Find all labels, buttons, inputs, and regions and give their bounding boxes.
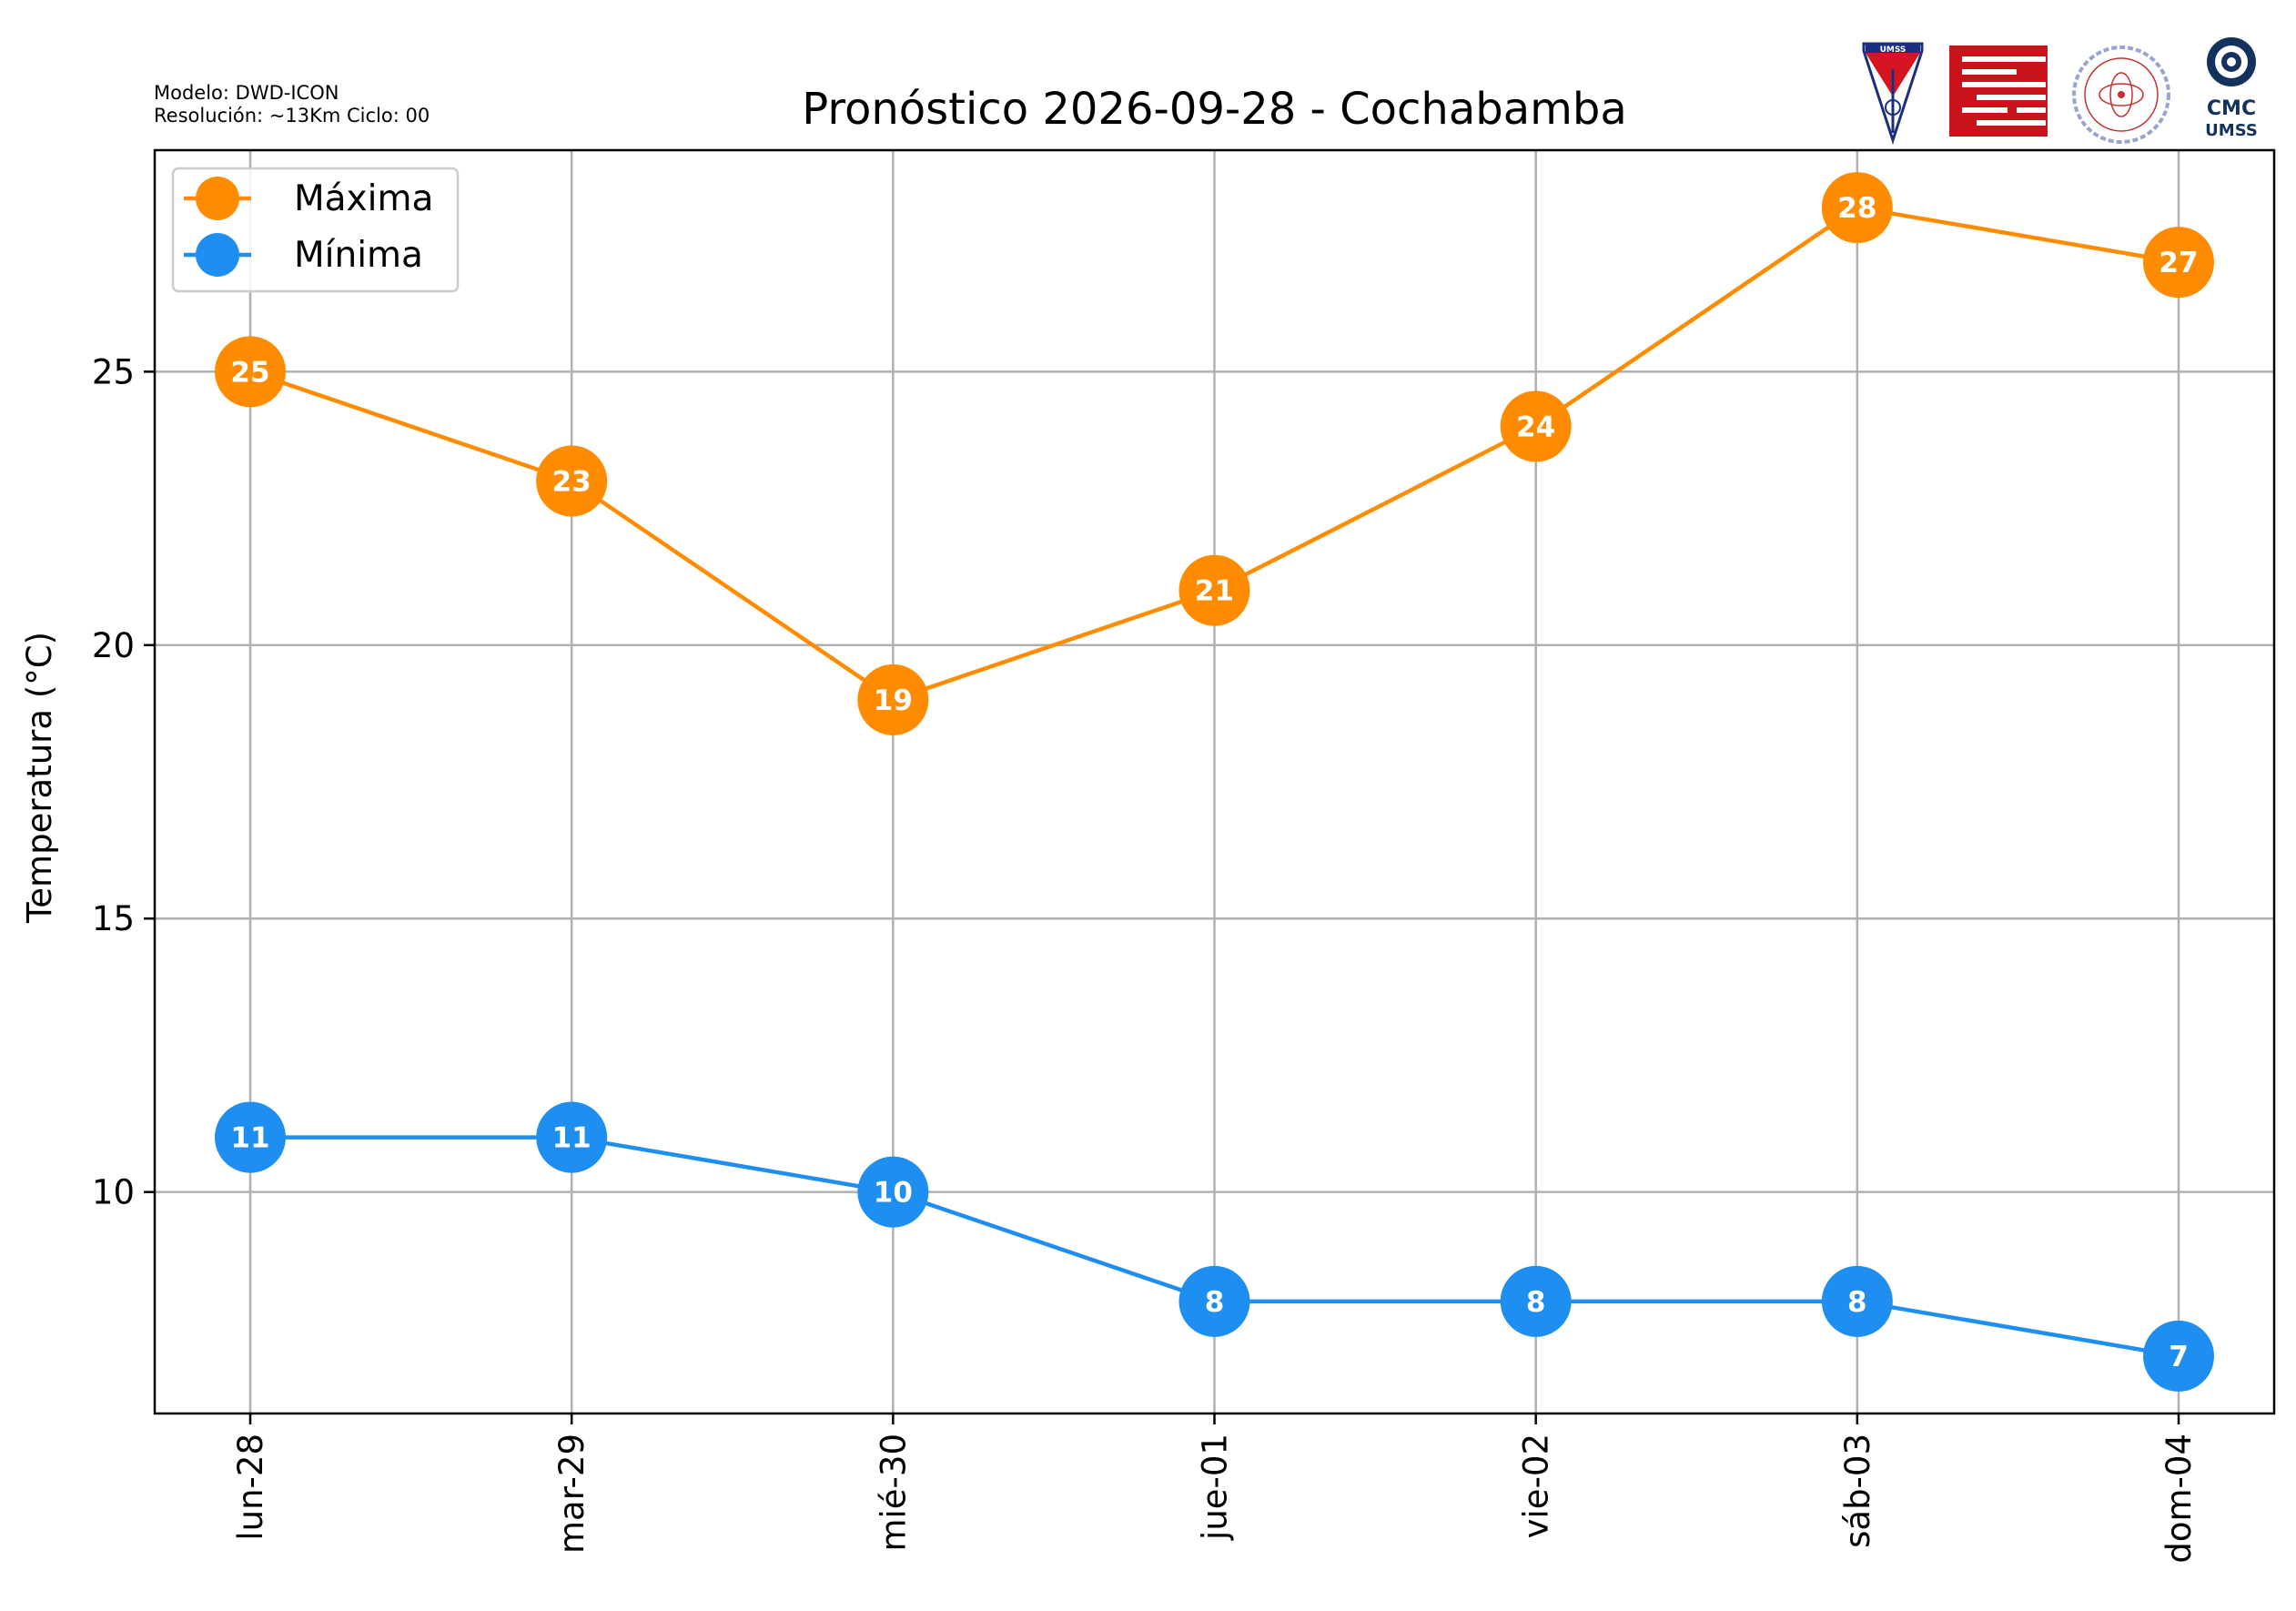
data-point (1178, 554, 1250, 626)
legend: Máxima Mínima (171, 167, 460, 293)
cmc-umss-logo: CMC UMSS (2205, 37, 2258, 140)
data-point (536, 445, 608, 517)
x-tick-label: sáb-03 (1838, 1434, 1877, 1548)
chart-title: Pronóstico 2026-09-28 - Cochabamba (802, 84, 1627, 135)
data-label: 27 (2159, 247, 2198, 279)
legend-label: Máxima (294, 178, 433, 219)
data-label: 7 (2169, 1341, 2189, 1373)
resolution-label: Resolución: ~13Km Ciclo: 00 (154, 105, 430, 127)
x-tick-label: dom-04 (2159, 1434, 2199, 1564)
data-label: 8 (1205, 1286, 1225, 1319)
data-label: 19 (874, 684, 913, 717)
data-point (1500, 390, 1572, 462)
physics-department-logo (2072, 46, 2170, 144)
data-label: 24 (1516, 410, 1555, 443)
legend-marker (196, 177, 239, 220)
data-point (1178, 1265, 1250, 1337)
data-label: 11 (230, 1122, 269, 1155)
data-label: 21 (1195, 575, 1234, 608)
data-label: 8 (1847, 1286, 1867, 1319)
data-point (215, 1101, 286, 1173)
svg-text:CMC: CMC (2207, 97, 2256, 120)
data-point (1821, 1265, 1893, 1337)
y-tick-label: 10 (92, 1173, 135, 1212)
data-label: 8 (1526, 1286, 1546, 1319)
axes: 10 15 20 25 lun-28 mar-29 mié-30 jue-01 vie-02 sá… (92, 148, 2276, 1564)
y-axis-label: Temperatura (°C) (20, 632, 59, 924)
x-tick-label: jue-01 (1196, 1434, 1235, 1541)
data-point (1500, 1265, 1572, 1337)
x-tick-label: vie-02 (1517, 1434, 1556, 1538)
data-label: 28 (1837, 192, 1876, 225)
engineering-logo (1949, 46, 2048, 137)
data-point (2143, 1320, 2214, 1392)
grid-lines (155, 150, 2274, 1413)
data-point (2143, 227, 2214, 299)
legend-marker (196, 233, 239, 277)
y-tick-label: 15 (92, 899, 135, 938)
data-label: 10 (874, 1177, 913, 1210)
y-tick-label: 25 (92, 352, 135, 391)
legend-label: Mínima (294, 235, 423, 276)
y-tick-label: 20 (92, 626, 135, 665)
x-tick-label: lun-28 (231, 1434, 270, 1541)
data-point (215, 336, 286, 408)
data-label: 25 (230, 356, 269, 389)
x-tick-label: mié-30 (874, 1434, 913, 1552)
svg-text:UMSS: UMSS (1880, 46, 1907, 55)
svg-text:UMSS: UMSS (2205, 121, 2258, 140)
data-point (857, 1156, 929, 1228)
data-point (857, 664, 929, 735)
data-point (536, 1101, 608, 1173)
model-label: Modelo: DWD-ICON (154, 82, 339, 104)
data-label: 23 (552, 466, 592, 499)
data-label: 11 (552, 1122, 592, 1155)
umss-logo: UMSS (1862, 42, 1924, 145)
x-tick-label: mar-29 (552, 1434, 592, 1554)
data-point (1821, 172, 1893, 244)
series-points: 25 23 19 21 24 28 27 11 11 10 8 8 8 7 (215, 172, 2214, 1392)
